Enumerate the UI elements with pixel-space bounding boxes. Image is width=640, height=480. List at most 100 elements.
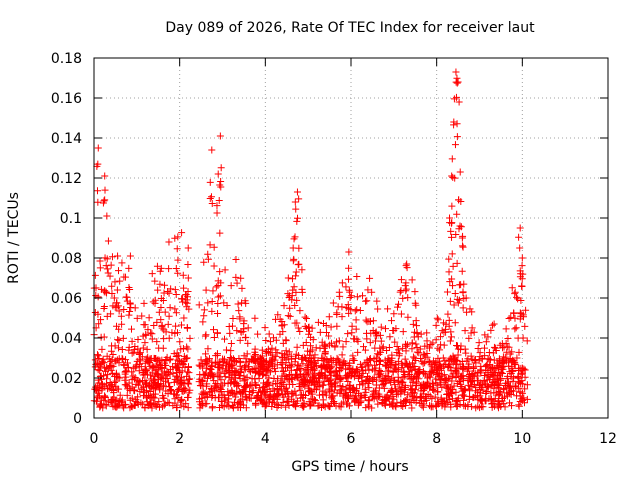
data-point (431, 393, 439, 401)
data-point (240, 352, 248, 360)
data-point (270, 387, 278, 395)
data-point (443, 390, 451, 398)
data-point (440, 341, 448, 349)
data-point (498, 370, 506, 378)
data-point (146, 387, 154, 395)
data-point (107, 362, 115, 370)
data-point (107, 347, 115, 355)
data-point (382, 325, 390, 333)
data-point (166, 355, 174, 363)
data-point (294, 261, 302, 269)
data-point (201, 390, 209, 398)
data-point (401, 397, 409, 405)
data-point (434, 316, 442, 324)
data-point (455, 281, 463, 289)
data-point (509, 387, 517, 395)
data-point (447, 219, 455, 227)
data-point (481, 352, 489, 360)
data-point (294, 324, 302, 332)
data-point (243, 373, 251, 381)
data-point (350, 335, 358, 343)
data-point (118, 354, 126, 362)
y-tick-label: 0.04 (51, 331, 82, 347)
grid-lines (94, 58, 608, 418)
data-point (204, 345, 212, 353)
data-point (408, 276, 416, 284)
data-point (500, 393, 508, 401)
y-tick-label: 0.18 (51, 51, 82, 67)
data-point (203, 364, 211, 372)
data-point (263, 347, 271, 355)
data-point (450, 382, 458, 390)
axis-ticks: 0 0.02 0.04 0.06 0.08 0.1 0.12 0.14 0.16 0.18 0 2 4 6… (51, 51, 617, 447)
data-point (453, 79, 461, 87)
data-point (292, 371, 300, 379)
data-point (464, 355, 472, 363)
data-point (294, 361, 302, 369)
data-point (384, 355, 392, 363)
data-point (523, 395, 531, 403)
data-point (448, 202, 456, 210)
data-point (333, 310, 341, 318)
data-point (316, 344, 324, 352)
data-point (274, 311, 282, 319)
data-point (200, 359, 208, 367)
data-point (120, 273, 128, 281)
data-point (296, 386, 304, 394)
data-point (221, 396, 229, 404)
data-point (279, 339, 287, 347)
data-point (250, 365, 258, 373)
data-point (458, 242, 466, 250)
data-point (299, 391, 307, 399)
data-point (506, 382, 514, 390)
data-point (339, 343, 347, 351)
data-point (346, 384, 354, 392)
data-point (173, 377, 181, 385)
data-point (369, 317, 377, 325)
data-point (359, 292, 367, 300)
data-point (376, 344, 384, 352)
data-point (109, 350, 117, 358)
data-point (298, 376, 306, 384)
data-point (484, 333, 492, 341)
data-point (268, 344, 276, 352)
data-point (432, 402, 440, 410)
data-point (153, 338, 161, 346)
data-point (268, 360, 276, 368)
data-point (484, 384, 492, 392)
data-point (521, 322, 529, 330)
data-point (155, 372, 163, 380)
peak-point (448, 172, 456, 180)
data-point (226, 329, 234, 337)
data-point (332, 402, 340, 410)
peak-point (516, 224, 524, 232)
data-point (232, 393, 240, 401)
data-point (463, 308, 471, 316)
data-point (447, 227, 455, 235)
data-point (296, 365, 304, 373)
y-tick-label: 0.08 (51, 251, 82, 267)
data-point (303, 371, 311, 379)
data-point (445, 396, 453, 404)
data-point (347, 306, 355, 314)
data-point (104, 371, 112, 379)
data-point (213, 350, 221, 358)
data-point (352, 368, 360, 376)
data-point (143, 345, 151, 353)
data-point (375, 357, 383, 365)
peak-point (293, 188, 301, 196)
data-point (93, 392, 101, 400)
data-point (171, 395, 179, 403)
data-point (436, 380, 444, 388)
data-point (160, 335, 168, 343)
data-point (490, 402, 498, 410)
data-point (342, 365, 350, 373)
data-point (363, 297, 371, 305)
data-point (333, 354, 341, 362)
data-point (237, 328, 245, 336)
data-point (160, 401, 168, 409)
data-point (214, 372, 222, 380)
data-point (255, 374, 263, 382)
data-point (115, 344, 123, 352)
data-point (232, 273, 240, 281)
